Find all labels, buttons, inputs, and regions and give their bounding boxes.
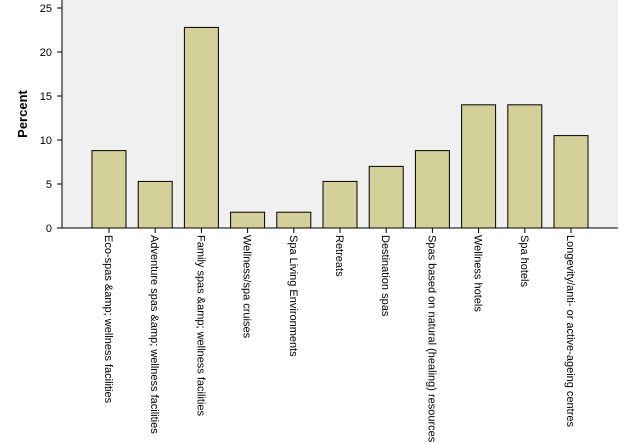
y-tick-label-20: 20 (40, 47, 52, 59)
bar-3 (183, 26, 219, 229)
x-tick-label-6: Retreats (333, 235, 345, 277)
x-tick-label-4: Wellness/spa cruises (241, 235, 253, 339)
y-axis: 0 5 10 15 20 25 (40, 0, 63, 235)
bar-5 (276, 211, 312, 229)
y-tick-label-25: 25 (40, 3, 52, 15)
y-tick-label-10: 10 (40, 135, 52, 147)
bar-4 (230, 211, 266, 229)
bar-7 (368, 165, 404, 229)
x-tick-label-8: Spas based on natural (healing) resource… (425, 235, 437, 443)
x-tick-label-7: Destination spas (379, 235, 391, 317)
x-tick-label-2: Adventure spas &amp; wellness facilities (148, 235, 160, 434)
y-tick-label-5: 5 (46, 179, 52, 191)
y-tick-label-15: 15 (40, 91, 52, 103)
bar-9 (461, 104, 497, 229)
x-tick-label-1: Eco-spas &amp; wellness facilities (102, 235, 114, 404)
bar-11 (553, 135, 589, 229)
x-tick-label-5: Spa Living Environments (287, 235, 299, 357)
x-tick-label-9: Wellness hotels (472, 235, 484, 312)
bar-10 (507, 104, 543, 229)
bar-8 (414, 150, 450, 229)
x-tick-label-3: Family spas &amp; wellness facilities (194, 235, 206, 416)
y-axis-title: Percent (15, 89, 30, 137)
y-tick-label-0: 0 (46, 223, 52, 235)
x-tick-label-10: Spa hotels (518, 235, 530, 287)
bar-6 (322, 180, 358, 229)
bars-group (91, 26, 589, 229)
x-axis: Eco-spas &amp; wellness facilities Advent… (62, 227, 618, 443)
bar-1 (91, 150, 127, 229)
x-tick-label-11: Longevity/anti- or active-ageing centres (564, 235, 576, 427)
bar-2 (137, 180, 173, 229)
